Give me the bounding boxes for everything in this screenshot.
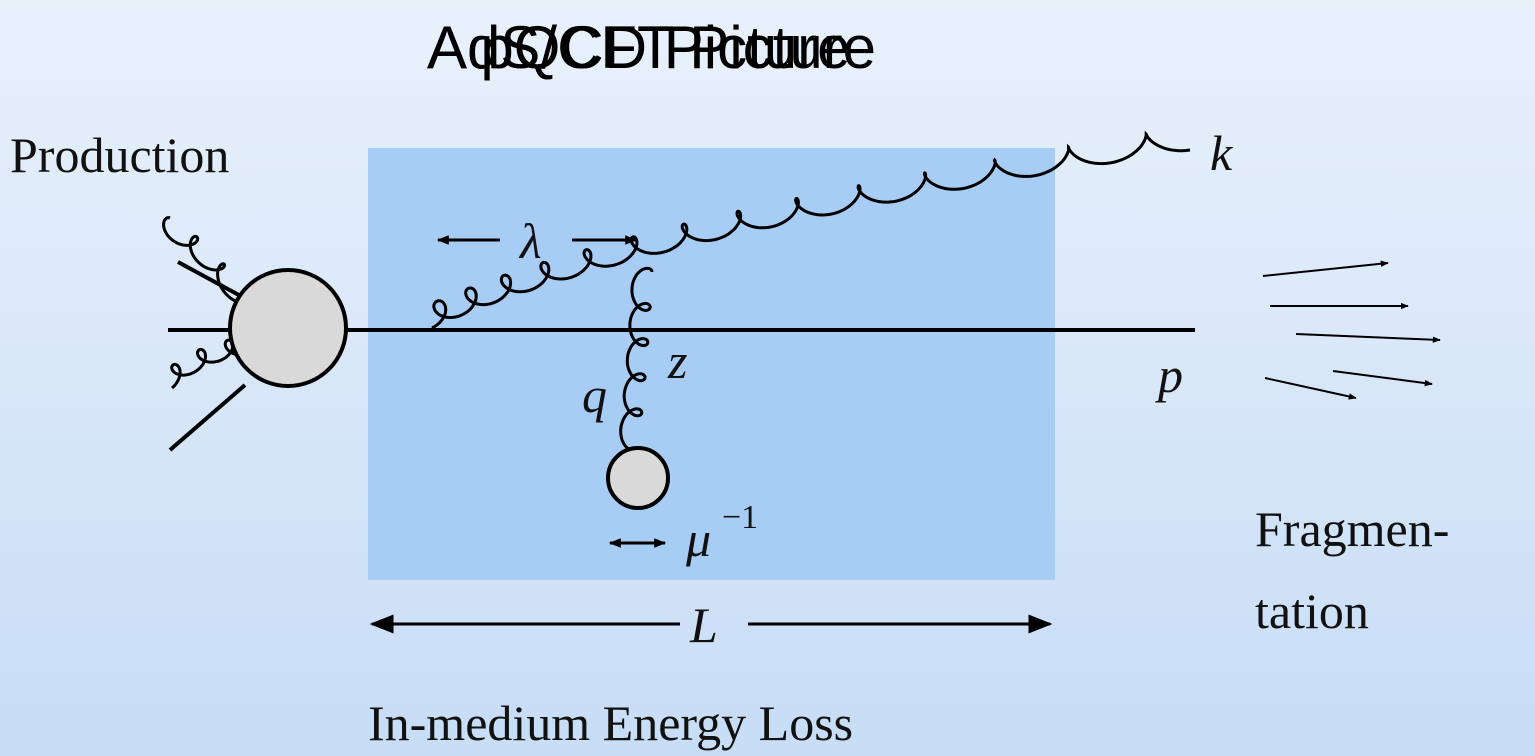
medium-box — [368, 148, 1055, 580]
p-label: p — [1155, 347, 1183, 403]
caption: In-medium Energy Loss — [368, 695, 853, 751]
scattering-center — [606, 446, 670, 510]
gluon — [619, 266, 654, 453]
q-label: q — [582, 367, 607, 423]
fragmentation-label: Fragmen- — [1255, 501, 1449, 557]
z-label: z — [667, 333, 687, 389]
fragment-arrow — [1264, 377, 1357, 400]
arrows — [369, 235, 1441, 634]
fragment-arrow — [1295, 333, 1441, 343]
mu-label: μ — [685, 511, 711, 567]
gluon — [431, 130, 1191, 330]
mu-exponent: −1 — [722, 499, 758, 536]
title: A pQCD Picture — [427, 14, 851, 81]
fragmentation-label: tation — [1255, 583, 1369, 639]
gluon — [162, 216, 254, 305]
production-vertex — [228, 268, 348, 388]
fragment-arrow — [1262, 260, 1389, 277]
length-label: L — [689, 597, 718, 653]
fragment-arrow — [1332, 370, 1433, 387]
jet-line — [168, 383, 247, 452]
title-overlay: AdS/CFT Picture — [427, 14, 876, 81]
gluon — [170, 338, 246, 390]
k-label: k — [1210, 125, 1233, 181]
lambda-label: λ — [518, 213, 542, 269]
gluons — [162, 130, 1191, 453]
jet-line — [177, 260, 249, 302]
production-label: Production — [10, 127, 229, 183]
